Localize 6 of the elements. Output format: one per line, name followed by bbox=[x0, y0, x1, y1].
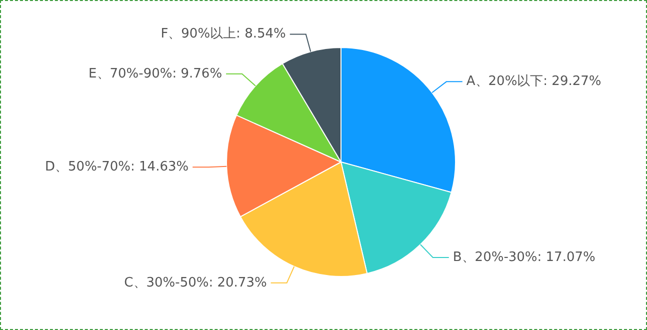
slice-label: D、50%-70%: 14.63% bbox=[45, 159, 189, 174]
slice-label: A、20%以下: 29.27% bbox=[466, 74, 602, 90]
slice-label: B、20%-30%: 17.07% bbox=[452, 250, 596, 265]
slice-label: E、70%-90%: 9.76% bbox=[88, 66, 222, 82]
slice-label: C、30%-50%: 20.73% bbox=[124, 275, 267, 290]
slice-label: F、90%以上: 8.54% bbox=[160, 26, 286, 42]
